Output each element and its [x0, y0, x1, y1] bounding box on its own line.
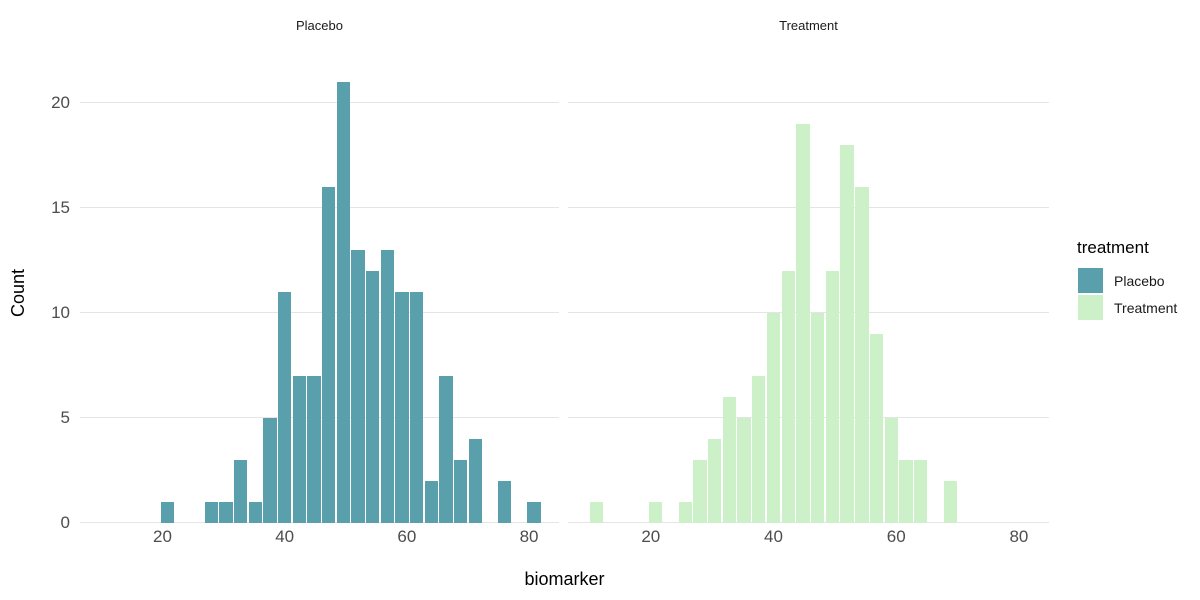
- legend-entries: Placebo Treatment: [1066, 268, 1196, 320]
- histogram-bar: [527, 501, 541, 523]
- histogram-bar: [248, 501, 262, 523]
- histogram-bar: [766, 312, 781, 523]
- histogram-bar: [855, 186, 869, 523]
- histogram-bar: [678, 501, 692, 523]
- legend-entry-label: Placebo: [1114, 272, 1165, 289]
- x-tick-label: 80: [519, 527, 539, 546]
- histogram-bar: [943, 480, 957, 523]
- legend-key: [1078, 295, 1103, 320]
- histogram-bar: [869, 333, 884, 523]
- histogram-bar: [781, 270, 795, 523]
- facet-strip-treatment: Treatment: [779, 18, 838, 33]
- gridline: [568, 101, 1049, 104]
- histogram-bar: [395, 291, 409, 523]
- histogram-bar: [884, 417, 898, 523]
- y-axis-title: Count: [8, 268, 28, 318]
- histogram-bar: [322, 186, 336, 523]
- histogram-bar: [292, 375, 306, 523]
- histogram-bar: [840, 144, 854, 523]
- x-tick-label: 20: [153, 527, 172, 546]
- histogram-bar: [899, 459, 913, 523]
- histogram-bar: [811, 312, 825, 523]
- x-axis-title: biomarker: [524, 569, 605, 589]
- y-tick-label: 15: [51, 197, 70, 217]
- legend: treatment Placebo Treatment: [1066, 238, 1196, 322]
- histogram-bar: [825, 270, 840, 523]
- histogram-bar: [454, 459, 468, 523]
- histogram-bar: [204, 501, 218, 523]
- gridline: [80, 206, 559, 209]
- histogram-bar: [234, 459, 248, 523]
- x-tick-label: 20: [641, 527, 661, 546]
- histogram-bar: [707, 438, 722, 523]
- histogram-bar: [796, 123, 810, 523]
- histogram-bar: [380, 249, 394, 523]
- histogram-bar: [278, 291, 292, 523]
- gridline: [568, 521, 1049, 524]
- histogram-bar: [590, 501, 604, 523]
- histogram-bar: [263, 417, 277, 523]
- histogram-bar: [366, 270, 380, 523]
- y-tick-label: 5: [60, 407, 70, 427]
- histogram-bar: [336, 81, 350, 523]
- histogram-bar: [468, 438, 482, 523]
- y-tick-label: 0: [60, 512, 70, 532]
- histogram-bar: [160, 501, 174, 523]
- histogram-bar: [737, 417, 751, 523]
- gridline: [80, 101, 559, 104]
- histogram-bar: [693, 459, 707, 523]
- histogram-bar: [410, 291, 424, 523]
- legend-entry: Placebo: [1078, 268, 1196, 293]
- histogram-bar: [219, 501, 233, 523]
- y-tick-label: 20: [51, 92, 70, 112]
- y-tick-label: 10: [51, 302, 70, 322]
- x-tick-label: 80: [1009, 527, 1029, 546]
- histogram-bar: [752, 375, 766, 523]
- legend-entry-label: Treatment: [1114, 299, 1178, 316]
- x-tick-label: 40: [764, 527, 783, 546]
- histogram-bar: [351, 249, 365, 523]
- facet-strip-placebo: Placebo: [296, 18, 343, 33]
- legend-key: [1078, 268, 1103, 293]
- histogram-bar: [722, 396, 736, 523]
- gridline: [80, 311, 559, 314]
- histogram-bar: [649, 501, 663, 523]
- histogram-bar: [439, 375, 453, 523]
- legend-title: treatment: [1077, 238, 1149, 257]
- gridline: [80, 521, 559, 524]
- x-tick-label: 60: [886, 527, 906, 546]
- histogram-bar: [424, 480, 438, 523]
- histogram-bar: [307, 375, 321, 523]
- x-tick-label: 60: [397, 527, 417, 546]
- histogram-bar: [914, 459, 928, 523]
- x-tick-label: 40: [275, 527, 295, 546]
- histogram-bar: [497, 480, 512, 523]
- legend-entry: Treatment: [1078, 295, 1196, 320]
